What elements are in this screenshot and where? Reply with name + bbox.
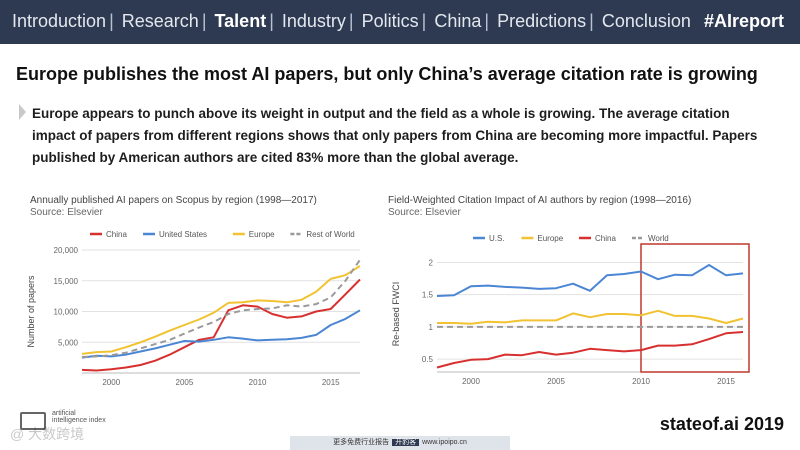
legend-label: Europe [537, 234, 563, 243]
nav-item-talent[interactable]: Talent [214, 11, 267, 31]
series-line-china [436, 331, 744, 369]
arrow-up-icon[interactable]: ↑ [757, 326, 765, 341]
footer-promo-badge: 开豹客 [392, 439, 420, 446]
x-tick-label: 2010 [632, 377, 650, 386]
y-tick-label: 20,000 [54, 246, 79, 255]
series-line-china [81, 278, 361, 372]
y-tick-label: 1 [429, 323, 434, 332]
x-tick-label: 2010 [249, 378, 267, 387]
y-tick-label: 5,000 [58, 338, 79, 347]
nav-separator: | [201, 11, 207, 31]
legend-label: China [106, 230, 127, 239]
nav-item-politics[interactable]: Politics [361, 11, 419, 31]
series-line-u-s- [436, 264, 744, 297]
legend-label: World [648, 234, 669, 243]
chart-papers-title: Annually published AI papers on Scopus b… [30, 195, 317, 206]
nav-item-conclusion[interactable]: Conclusion [601, 11, 691, 31]
ai-index-logo-icon [20, 412, 46, 430]
top-nav-bar: Introduction | Research | Talent | Industry… [0, 0, 800, 44]
x-tick-label: 2015 [322, 378, 340, 387]
series-line-europe [437, 309, 744, 325]
highlight-box [640, 243, 750, 373]
x-tick-label: 2000 [102, 378, 120, 387]
y-tick-label: 10,000 [54, 308, 79, 317]
bullet-triangle-icon [19, 104, 26, 120]
hashtag-label: #AIreport [703, 11, 784, 31]
series-line-united-states [81, 309, 361, 359]
nav-separator: | [348, 11, 354, 31]
brand-label: stateof.ai 2019 [659, 414, 784, 434]
nav-separator: | [269, 11, 274, 31]
slide-headline: Europe publishes the most AI papers, but… [16, 64, 758, 84]
arrow-right-icon[interactable]: → [754, 264, 768, 279]
nav-item-research[interactable]: Research [121, 11, 199, 31]
chart-papers-source: Source: Elsevier [30, 207, 103, 218]
y-tick-label: 15,000 [54, 277, 79, 286]
x-tick-label: 2000 [462, 377, 480, 386]
nav-item-china[interactable]: China [434, 11, 482, 31]
nav-separator: | [589, 11, 594, 31]
legend-label: U.S. [489, 234, 505, 243]
series-line-europe [81, 265, 361, 355]
chart-fwci-by-region: 0.5 1 1.5 2 2000 2005 2010 2015 Re-based FWCI U.S… [391, 234, 750, 386]
legend-label: Rest of World [306, 230, 354, 239]
y-axis-label: Number of papers [26, 275, 36, 348]
y-tick-label: 0.5 [422, 355, 434, 364]
chart-papers-by-region: 5,000 10,000 15,000 20,000 2000 2005 2010 2015 N… [26, 230, 361, 387]
nav-item-industry[interactable]: Industry [281, 11, 346, 31]
watermark-text: @ 大数跨境 [10, 426, 85, 442]
y-tick-label: 2 [429, 258, 434, 267]
x-tick-label: 2005 [176, 378, 194, 387]
footer-promo-left: 更多免费行业报告 [333, 439, 390, 446]
nav-item-predictions[interactable]: Predictions [497, 11, 587, 31]
chart-fwci-title: Field-Weighted Citation Impact of AI aut… [388, 195, 692, 206]
chart-fwci-source: Source: Elsevier [388, 207, 461, 218]
y-tick-label: 1.5 [422, 291, 434, 300]
legend-label: Europe [249, 230, 275, 239]
section-nav: Introduction | Research | Talent | Industry… [12, 11, 691, 32]
legend-label: China [595, 234, 616, 243]
footer-promo-bar[interactable]: 更多免费行业报告 开豹客 www.ipoipo.cn [290, 436, 510, 450]
ai-index-logo-text: artificial intelligence index [52, 410, 106, 424]
legend-label: United States [159, 230, 207, 239]
x-tick-label: 2005 [547, 377, 565, 386]
footer-promo-url[interactable]: www.ipoipo.cn [422, 439, 467, 446]
x-tick-label: 2015 [717, 377, 735, 386]
nav-separator: | [109, 11, 114, 31]
nav-separator: | [421, 11, 427, 31]
y-axis-label: Re-based FWCI [391, 282, 401, 347]
nav-item-introduction[interactable]: Introduction [12, 11, 107, 31]
arrow-down-icon[interactable]: ↓ [757, 295, 765, 310]
nav-separator: | [484, 11, 490, 31]
slide-body-text: Europe appears to punch above its weight… [32, 106, 758, 165]
series-line-rest-of-world [81, 259, 361, 358]
